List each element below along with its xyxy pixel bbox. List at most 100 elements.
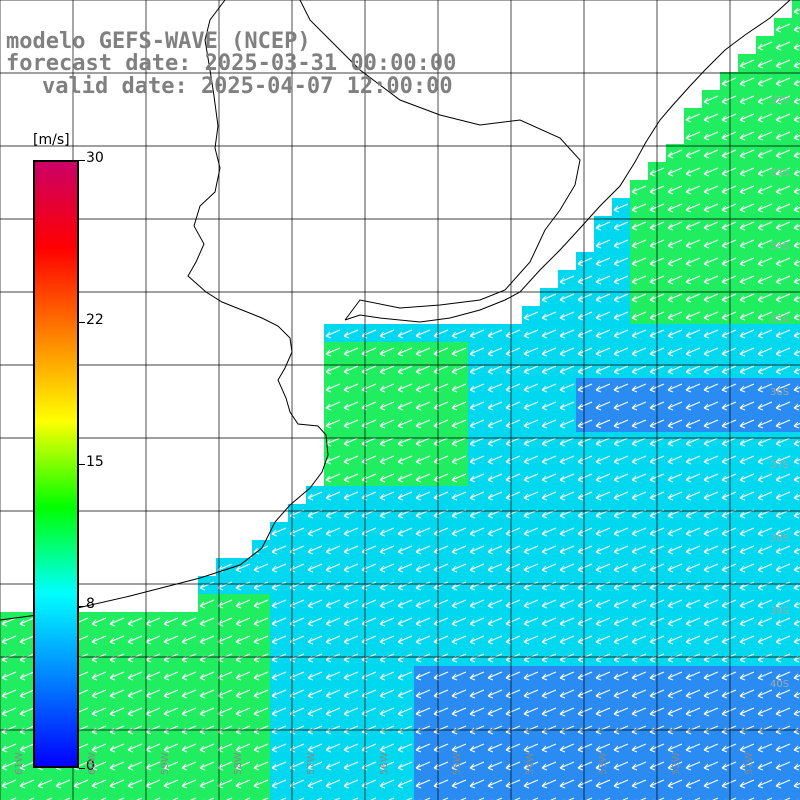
wind-arrow	[307, 743, 323, 753]
wind-arrow	[19, 761, 35, 771]
wind-arrow	[113, 797, 125, 800]
wind-arrow	[775, 275, 791, 285]
title-model: modelo GEFS-WAVE (NCEP)	[6, 29, 311, 54]
wind-arrow	[577, 257, 593, 267]
wind-arrow	[109, 761, 125, 771]
wind-arrow	[739, 599, 755, 609]
wind-arrow	[541, 437, 557, 447]
wind-arrow	[739, 221, 755, 231]
wind-arrow	[721, 113, 737, 123]
wind-arrow	[721, 293, 737, 303]
wind-arrow	[559, 329, 575, 339]
wind-arrow	[721, 437, 737, 447]
wind-arrow	[415, 365, 431, 375]
wind-arrow	[469, 689, 485, 699]
wind-arrow	[721, 275, 737, 285]
wind-arrow	[199, 635, 215, 645]
wind-arrow	[253, 563, 269, 573]
wind-arrow	[685, 761, 701, 771]
wind-arrow	[631, 311, 647, 321]
wind-arrow	[19, 671, 35, 681]
wind-cell	[792, 54, 800, 72]
wind-arrow	[703, 617, 719, 627]
wind-arrow	[325, 347, 341, 357]
wind-arrow	[703, 167, 719, 177]
wind-arrow	[793, 421, 800, 429]
wind-arrow	[19, 635, 35, 645]
wind-arrow	[415, 437, 431, 447]
wind-arrow	[379, 383, 395, 393]
wind-arrow	[293, 797, 305, 800]
wind-cell	[540, 792, 558, 800]
wind-arrow	[595, 311, 611, 321]
wind-arrow	[757, 473, 773, 483]
wind-arrow	[379, 545, 395, 555]
wind-arrow	[469, 491, 485, 501]
wind-arrow	[127, 635, 143, 645]
wind-arrow	[505, 689, 521, 699]
wind-arrow	[775, 59, 791, 69]
wind-arrow	[415, 743, 431, 753]
wind-arrow	[775, 761, 791, 771]
colorbar-tickmark	[79, 768, 85, 769]
wind-arrow	[379, 473, 395, 483]
wind-arrow	[757, 59, 773, 69]
wind-cell	[792, 504, 800, 522]
wind-arrow	[743, 797, 755, 800]
wind-arrow	[685, 275, 701, 285]
wind-cell	[792, 486, 800, 504]
wind-arrow	[577, 563, 593, 573]
wind-arrow	[613, 617, 629, 627]
wind-arrow	[757, 203, 773, 213]
wind-arrow	[343, 563, 359, 573]
wind-arrow	[559, 761, 575, 771]
wind-arrow	[761, 797, 773, 800]
wind-arrow	[505, 563, 521, 573]
wind-cell	[792, 630, 800, 648]
wind-arrow	[415, 347, 431, 357]
wind-arrow	[757, 77, 773, 87]
wind-arrow	[667, 383, 683, 393]
wind-arrow	[577, 311, 593, 321]
wind-arrow	[667, 689, 683, 699]
wind-arrow	[595, 563, 611, 573]
wind-arrow	[631, 239, 647, 249]
wind-arrow	[451, 689, 467, 699]
wind-arrow	[473, 797, 485, 800]
wind-arrow	[685, 383, 701, 393]
wind-arrow	[505, 617, 521, 627]
wind-arrow	[739, 383, 755, 393]
wind-arrow	[163, 761, 179, 771]
wind-arrow	[343, 599, 359, 609]
wind-arrow	[451, 329, 467, 339]
wind-arrow	[271, 581, 287, 591]
wind-arrow	[775, 743, 791, 753]
wind-arrow	[505, 545, 521, 555]
wind-arrow	[1, 707, 17, 717]
wind-arrow	[613, 563, 629, 573]
wind-arrow	[505, 347, 521, 357]
wind-arrow	[307, 527, 323, 537]
wind-arrow	[757, 689, 773, 699]
wind-arrow	[23, 797, 35, 800]
wind-arrow	[775, 437, 791, 447]
wind-arrow	[487, 707, 503, 717]
wind-arrow	[739, 455, 755, 465]
wind-cell	[558, 792, 576, 800]
wind-arrow	[505, 761, 521, 771]
wind-arrow	[685, 707, 701, 717]
wind-arrow	[757, 617, 773, 627]
wind-arrow	[451, 581, 467, 591]
wind-arrow	[595, 239, 611, 249]
lon-label: 58W	[233, 752, 244, 775]
wind-arrow	[757, 419, 773, 429]
wind-arrow	[667, 563, 683, 573]
wind-arrow	[379, 599, 395, 609]
wind-arrow	[667, 329, 683, 339]
wind-cell	[792, 414, 800, 432]
wind-arrow	[469, 635, 485, 645]
wind-arrow	[523, 527, 539, 537]
wind-arrow	[163, 743, 179, 753]
wind-arrow	[325, 761, 341, 771]
